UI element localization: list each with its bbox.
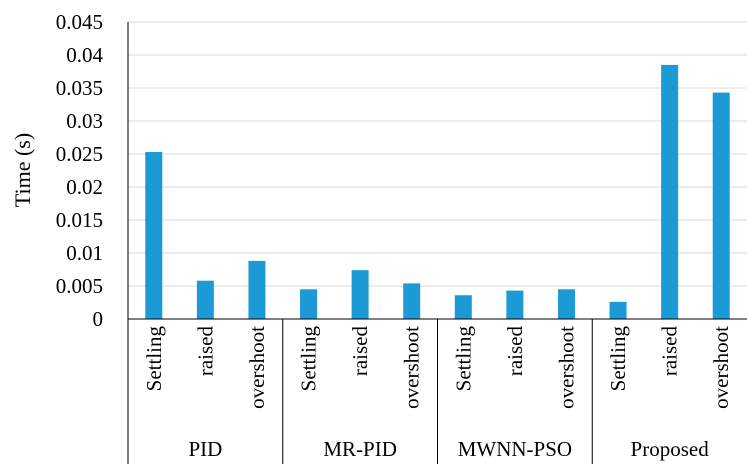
bar bbox=[351, 270, 369, 319]
x-category-label: overshoot bbox=[554, 326, 578, 409]
bar bbox=[300, 289, 318, 319]
x-category-label: overshoot bbox=[400, 326, 424, 409]
axes bbox=[127, 22, 747, 464]
x-category-label: raised bbox=[503, 326, 527, 377]
bar bbox=[403, 283, 421, 319]
y-tick-label: 0.04 bbox=[66, 43, 103, 67]
y-tick-label: 0.005 bbox=[56, 274, 103, 298]
x-category-label: raised bbox=[193, 326, 217, 377]
x-category-label: Settling bbox=[606, 326, 630, 392]
bar bbox=[145, 152, 163, 319]
bar bbox=[196, 280, 214, 319]
y-tick-label: 0.015 bbox=[56, 208, 103, 232]
labels: 0 0.005 0.01 0.015 0.02 0.025 0.03 0.035 0.04 0.0… bbox=[56, 10, 733, 461]
x-category-label: raised bbox=[658, 326, 682, 377]
x-category-label: Settling bbox=[142, 326, 166, 392]
x-group-label: PID bbox=[188, 437, 222, 461]
bar bbox=[506, 290, 524, 319]
gridlines bbox=[128, 21, 747, 287]
bar bbox=[712, 92, 730, 320]
x-group-label: MWNN-PSO bbox=[458, 437, 572, 461]
y-tick-label: 0 bbox=[93, 307, 104, 331]
x-category-label: Settling bbox=[297, 326, 321, 392]
x-group-label: MR-PID bbox=[323, 437, 397, 461]
x-category-label: overshoot bbox=[709, 326, 733, 409]
bar bbox=[248, 260, 266, 319]
bars bbox=[145, 64, 730, 320]
x-category-label: overshoot bbox=[245, 326, 269, 409]
bar bbox=[557, 289, 575, 319]
bar bbox=[661, 64, 679, 320]
y-tick-label: 0.02 bbox=[66, 175, 103, 199]
x-group-label: Proposed bbox=[631, 437, 710, 461]
x-category-label: raised bbox=[348, 326, 372, 377]
y-tick-label: 0.035 bbox=[56, 76, 103, 100]
bar bbox=[454, 295, 472, 319]
y-tick-label: 0.045 bbox=[56, 10, 103, 34]
y-tick-label: 0.01 bbox=[66, 241, 103, 265]
y-tick-label: 0.03 bbox=[66, 109, 103, 133]
y-axis-title: Time (s) bbox=[10, 133, 35, 207]
y-tick-label: 0.025 bbox=[56, 142, 103, 166]
x-category-label: Settling bbox=[451, 326, 475, 392]
bar bbox=[609, 301, 627, 319]
